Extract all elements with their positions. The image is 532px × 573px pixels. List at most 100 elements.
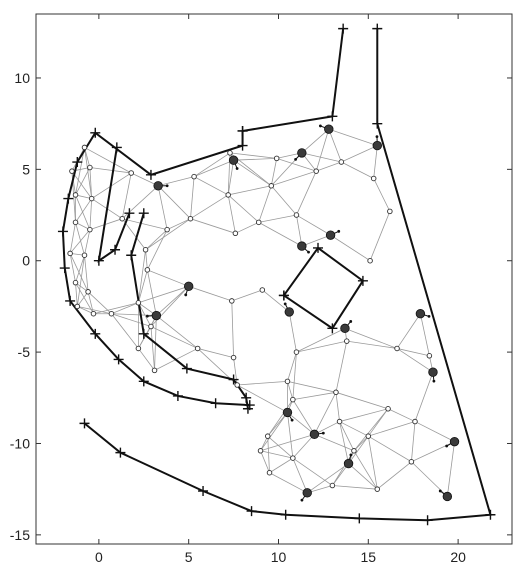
vertex-marker — [59, 263, 70, 274]
arrow-head — [318, 124, 322, 128]
node-small — [290, 455, 296, 461]
node-small — [374, 486, 381, 492]
arrow-head — [235, 167, 239, 170]
mesh-edge — [193, 152, 231, 177]
mesh-edge — [267, 436, 270, 473]
node-small — [394, 345, 400, 352]
arrow-head — [349, 453, 353, 457]
mesh-edge — [258, 185, 272, 223]
vertex-marker — [485, 509, 496, 520]
mesh-edge — [348, 463, 378, 490]
node-large — [153, 181, 163, 191]
mesh-edge — [330, 234, 371, 262]
node-small — [385, 406, 391, 412]
mesh-edge — [262, 289, 290, 313]
vertex-marker — [138, 208, 149, 219]
node-small — [144, 267, 151, 273]
vertex-marker — [138, 328, 149, 339]
mesh-edge — [292, 352, 297, 400]
mesh-edge — [335, 392, 340, 422]
mesh-edge — [75, 194, 92, 199]
mesh-edge — [271, 185, 297, 216]
node-small — [266, 469, 273, 476]
mesh-edge — [316, 161, 342, 172]
mesh-edge — [314, 433, 355, 452]
mesh-edge — [373, 178, 391, 212]
mesh-edge — [236, 384, 288, 413]
mesh-edge — [227, 194, 236, 234]
node-small — [87, 226, 93, 233]
mesh-edge — [346, 340, 398, 349]
x-tick-label: 20 — [450, 549, 466, 565]
node-small — [273, 155, 280, 162]
mesh-edge — [296, 171, 317, 216]
mesh-edge — [373, 145, 378, 179]
mesh-edge — [414, 372, 434, 422]
vertex-marker — [145, 169, 156, 180]
vertex-marker — [57, 226, 68, 237]
mesh-edge — [197, 348, 234, 358]
mesh-edge — [287, 381, 294, 400]
arrow-head — [432, 379, 436, 383]
node-small — [142, 247, 149, 253]
mesh-edge — [121, 172, 132, 219]
vertex-marker — [313, 242, 324, 253]
mesh-edge — [69, 253, 76, 283]
vertex-marker — [246, 506, 257, 517]
mesh-edge — [301, 152, 342, 163]
mesh-edge — [137, 249, 146, 303]
mesh-edge — [233, 157, 277, 161]
mesh-edge — [292, 399, 315, 435]
node-small — [293, 349, 300, 355]
node-small — [135, 345, 142, 352]
nodes — [67, 124, 460, 502]
mesh-edge — [145, 249, 148, 270]
mesh-edge — [75, 147, 85, 196]
mesh-edge — [145, 218, 191, 251]
x-tick-label: 5 — [185, 549, 193, 565]
mesh-edge — [237, 380, 288, 386]
node-small — [408, 459, 415, 465]
vertex-marker — [242, 403, 253, 414]
y-tick-label: -15 — [10, 527, 30, 543]
vertex-marker — [72, 157, 83, 168]
y-tick-label: 10 — [14, 70, 30, 86]
node-large — [372, 140, 382, 151]
mesh-edge — [111, 313, 157, 316]
node-small — [148, 323, 154, 330]
node-small — [336, 418, 343, 425]
mesh-edge — [193, 176, 229, 196]
vertex-marker — [126, 250, 137, 261]
mesh-edge — [287, 351, 297, 382]
node-small — [365, 433, 372, 439]
arrow-head — [290, 418, 294, 422]
mesh-edge — [292, 391, 337, 401]
mesh-edge — [339, 421, 355, 451]
arrow-head — [307, 250, 310, 254]
node-small — [72, 279, 79, 286]
node-small — [81, 144, 88, 151]
mesh-edge — [296, 214, 303, 247]
mesh-edge — [156, 315, 198, 349]
mesh-edge — [306, 463, 349, 494]
mesh-edge — [344, 327, 398, 349]
node-small — [290, 396, 296, 403]
mesh-edge — [138, 302, 152, 327]
mesh-edge — [75, 222, 85, 256]
x-tick-label: 15 — [361, 549, 377, 565]
mesh-edge — [75, 198, 93, 223]
mesh-edge — [292, 457, 308, 493]
vertex-marker — [90, 328, 101, 339]
node-small — [370, 175, 377, 182]
mesh-edge — [111, 302, 139, 315]
mesh-edge — [157, 185, 168, 230]
y-tick-label: -10 — [10, 435, 30, 451]
mesh-edge — [227, 194, 259, 223]
mesh-edge — [368, 421, 416, 437]
node-small — [343, 338, 350, 344]
mesh-edge — [258, 214, 297, 223]
vertex-marker — [65, 295, 76, 306]
node-large — [415, 309, 426, 319]
mesh-edge — [75, 282, 78, 307]
mesh-edge — [420, 313, 430, 356]
